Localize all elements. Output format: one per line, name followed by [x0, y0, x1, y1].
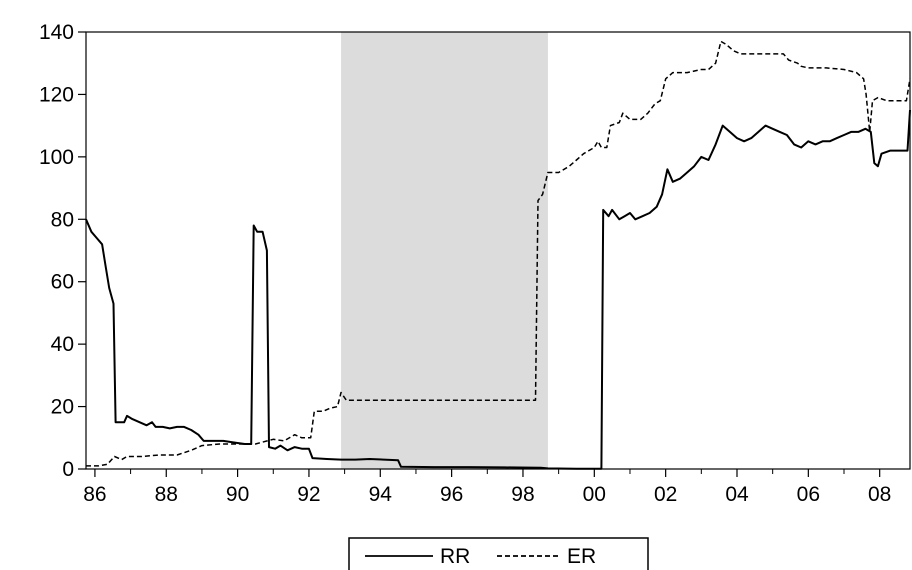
y-tick-label: 100 [39, 146, 74, 169]
legend: RR ER [348, 537, 649, 570]
y-tick-label: 40 [51, 333, 74, 356]
x-tick-label: 92 [297, 483, 320, 506]
plot-frame [85, 31, 911, 470]
y-axis-ticks: 0 20 40 60 80 100 120 140 [39, 21, 86, 481]
shaded-period [341, 32, 548, 469]
x-tick-label: 04 [725, 483, 749, 506]
y-tick-label: 140 [39, 21, 74, 44]
x-tick-label: 94 [369, 483, 393, 506]
y-tick-label: 80 [51, 208, 74, 231]
x-axis-ticks: 86 88 90 92 94 96 98 00 02 04 06 08 [83, 469, 891, 506]
legend-label-er: ER [567, 545, 596, 568]
x-tick-label: 08 [868, 483, 891, 506]
x-tick-label: 06 [797, 483, 820, 506]
x-tick-label: 86 [83, 483, 106, 506]
series-line-rr [85, 109, 911, 470]
legend-box [348, 537, 649, 570]
legend-label-rr: RR [440, 545, 470, 568]
x-tick-label: 98 [511, 483, 534, 506]
y-tick-label: 60 [51, 271, 74, 294]
series-lines [85, 40, 911, 470]
x-tick-label: 02 [654, 483, 677, 506]
y-tick-label: 20 [51, 396, 74, 419]
x-tick-label: 00 [583, 483, 606, 506]
x-tick-label: 88 [155, 483, 178, 506]
x-tick-label: 96 [440, 483, 463, 506]
x-tick-label: 90 [226, 483, 249, 506]
y-tick-label: 0 [62, 458, 74, 481]
y-tick-label: 120 [39, 83, 74, 106]
series-line-er [86, 40, 911, 467]
